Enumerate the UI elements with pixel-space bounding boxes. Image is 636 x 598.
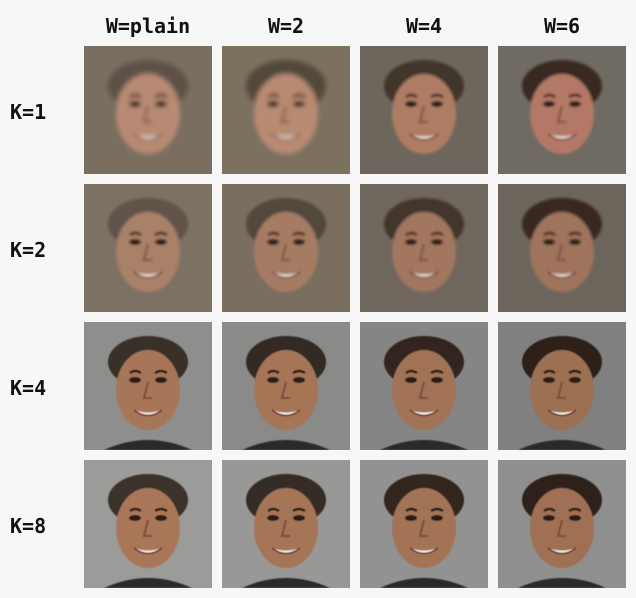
column-label-w-6: W=6 [543, 14, 581, 38]
row-label-k-2: K=2 [10, 238, 47, 262]
face-image-r4-c4 [498, 460, 626, 588]
column-label-w-2: W=2 [267, 14, 305, 38]
face-image-r3-c2 [222, 322, 350, 450]
face-image-r2-c1 [84, 184, 212, 312]
face-image-r3-c3 [360, 322, 488, 450]
row-label-k-1: K=1 [10, 100, 47, 124]
face-image-r4-c3 [360, 460, 488, 588]
face-image-r4-c2 [222, 460, 350, 588]
face-image-r1-c4 [498, 46, 626, 174]
face-image-r3-c1 [84, 322, 212, 450]
row-label-k-4: K=4 [10, 376, 47, 400]
column-label-w-plain: W=plain [105, 14, 191, 38]
face-image-r2-c3 [360, 184, 488, 312]
face-image-r1-c1 [84, 46, 212, 174]
face-image-r2-c4 [498, 184, 626, 312]
face-image-r2-c2 [222, 184, 350, 312]
column-label-w-4: W=4 [405, 14, 443, 38]
face-image-r1-c3 [360, 46, 488, 174]
face-image-r4-c1 [84, 460, 212, 588]
row-label-k-8: K=8 [10, 514, 47, 538]
face-image-r1-c2 [222, 46, 350, 174]
face-image-r3-c4 [498, 322, 626, 450]
